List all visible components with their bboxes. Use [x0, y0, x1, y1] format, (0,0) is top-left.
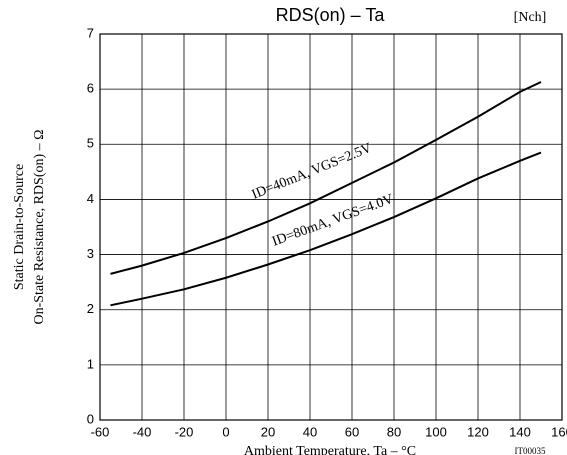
y-tick-label: 7: [87, 25, 94, 40]
x-tick-label: 160: [551, 424, 567, 439]
y-axis-label: Static Drain-to-Source: [12, 164, 27, 290]
x-tick-label: 20: [261, 424, 275, 439]
x-tick-label: 100: [425, 424, 447, 439]
series-line: [110, 81, 542, 275]
chart-title: RDS(on) – Ta: [276, 5, 386, 25]
y-axis-label: On-State Resistance, RDS(on) – Ω: [32, 129, 47, 324]
x-tick-label: 140: [509, 424, 531, 439]
y-tick-label: 1: [87, 356, 94, 371]
y-tick-label: 6: [87, 81, 94, 96]
series-line: [110, 151, 542, 307]
series-label: ID=40mA, VGS=2.5V: [250, 141, 374, 203]
x-tick-label: -40: [133, 424, 152, 439]
y-tick-label: 3: [87, 246, 94, 261]
x-axis-label: Ambient Temperature, Ta – °C: [244, 444, 416, 455]
y-tick-label: 4: [87, 191, 94, 206]
y-tick-label: 2: [87, 301, 94, 316]
x-tick-label: 40: [303, 424, 317, 439]
x-tick-label: 80: [387, 424, 401, 439]
y-tick-label: 0: [87, 411, 94, 426]
x-tick-label: 0: [222, 424, 229, 439]
x-tick-label: -60: [91, 424, 110, 439]
x-tick-label: 60: [345, 424, 359, 439]
plot-frame: [99, 33, 563, 421]
y-tick-label: 5: [87, 136, 94, 151]
corner-label: [Nch]: [514, 10, 547, 25]
figure-id: IT00035: [515, 446, 546, 455]
x-tick-label: -20: [175, 424, 194, 439]
x-tick-label: 120: [467, 424, 489, 439]
